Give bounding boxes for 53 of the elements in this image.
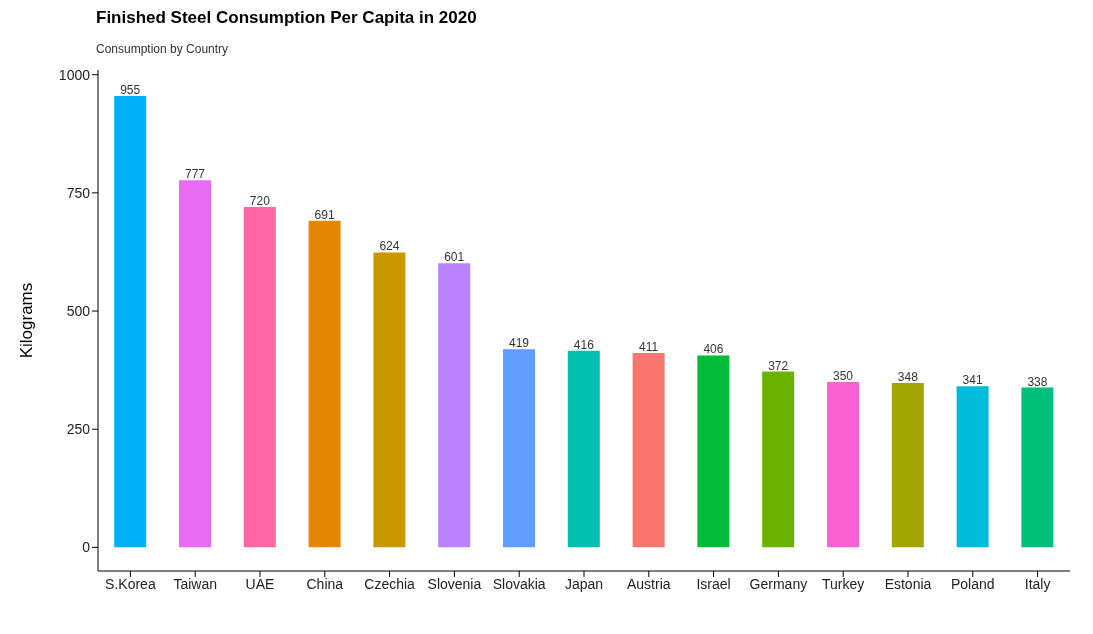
x-tick-label: Italy [1024,575,1051,592]
x-tick-label: Estonia [884,575,932,592]
bar [1021,387,1054,548]
bar [697,355,730,548]
data-label: 406 [703,342,724,357]
x-tick-label: Japan [564,575,604,592]
x-tick-label: Slovenia [427,575,482,592]
x-tick-label: Israel [696,575,731,592]
y-axis-title: Kilograms [17,282,37,359]
x-tick-label: China [306,575,344,592]
data-label: 411 [639,340,659,355]
x-tick-label: Czechia [364,575,416,592]
bar [308,220,341,548]
bar [243,207,276,548]
bar [632,353,665,548]
data-label: 348 [897,369,919,384]
x-tick-label: S.Korea [105,575,156,592]
x-tick-label: UAE [245,575,275,592]
bar [373,252,406,548]
data-label: 955 [120,83,141,97]
x-tick-label: Austria [627,575,671,592]
data-label: 691 [314,207,335,222]
x-tick-label: Germany [749,575,808,592]
x-tick-label: Slovakia [492,575,546,592]
y-tick-label: 0 [82,539,91,556]
x-tick-label: Turkey [822,575,865,592]
chart-subtitle: Consumption by Country [96,42,230,56]
data-label: 720 [249,194,271,209]
bar [438,263,471,548]
data-label: 416 [573,337,595,352]
bar [762,371,795,548]
data-label: 601 [444,250,465,265]
bar [827,381,859,548]
bar [891,382,924,548]
bar [114,96,147,548]
data-label: 341 [962,373,983,388]
bar [567,350,600,548]
data-label: 419 [508,336,530,351]
y-tick-label: 500 [66,303,91,320]
x-tick-label: Poland [951,575,995,592]
data-label: 338 [1027,374,1048,389]
y-tick-label: 1000 [58,66,91,83]
y-tick-label: 250 [66,421,91,438]
data-label: 372 [768,358,789,373]
chart-title: Finished Steel Consumption Per Capita in 2020 [96,8,478,28]
data-label: 350 [832,368,854,383]
data-label: 777 [184,167,206,182]
x-tick-label: Taiwan [173,575,217,592]
y-tick-label: 750 [66,184,91,201]
data-label: 624 [379,239,400,254]
bar [179,180,211,548]
bar [956,386,989,548]
bar [503,349,535,548]
